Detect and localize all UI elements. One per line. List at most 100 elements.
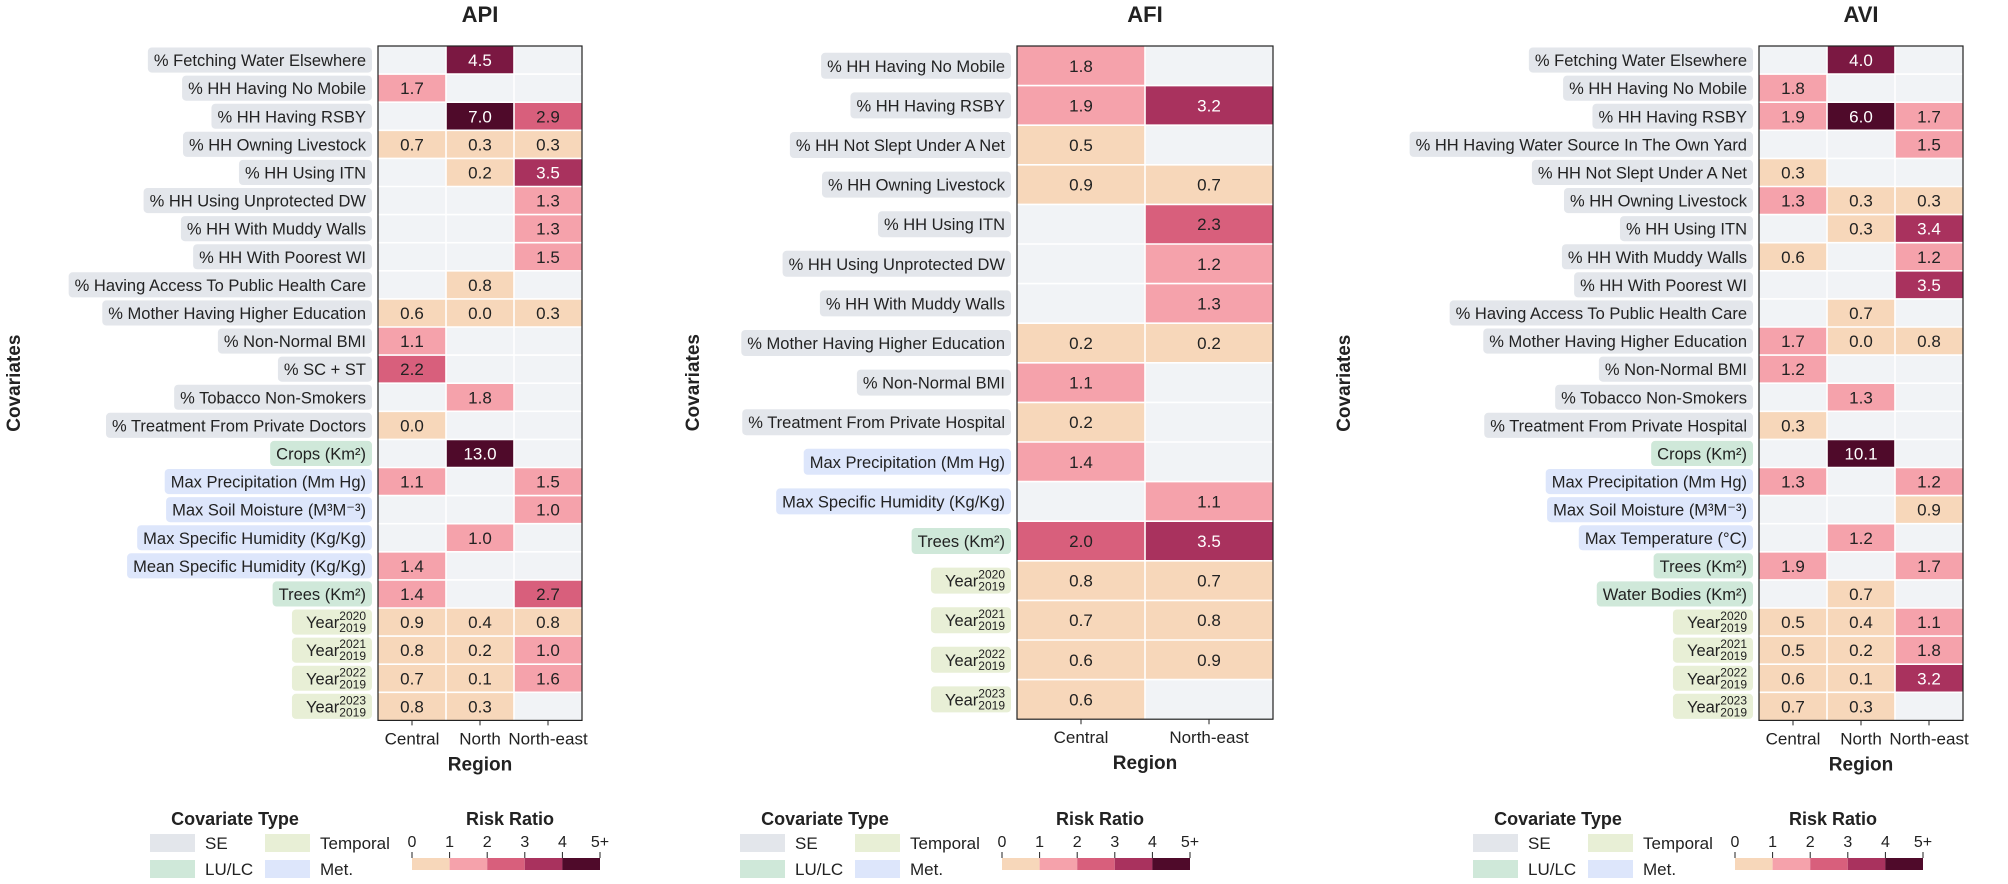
row-label: Year2022 [1687, 665, 1747, 688]
cell-value: 1.3 [1197, 294, 1221, 313]
cell-value: 1.9 [1069, 96, 1093, 115]
cell-value: 1.7 [1917, 107, 1941, 126]
cell-value: 0.0 [468, 304, 492, 323]
covariate-type-pill [930, 686, 1011, 713]
cell-value: 1.8 [1917, 641, 1941, 660]
legend-swatch-se [150, 834, 195, 852]
risk-scale-segment [1039, 858, 1078, 870]
cell-value: 0.3 [1781, 416, 1805, 435]
legend-type-label: Met. [320, 860, 353, 879]
covariate-type-pill [1545, 469, 1753, 495]
covariate-type-pill [291, 665, 372, 691]
legend-type-label: LU/LC [795, 860, 843, 879]
risk-scale-segment-max [1885, 858, 1923, 870]
cell-value: 1.1 [400, 473, 424, 492]
cell-value: 0.7 [400, 135, 424, 154]
cell-value: 3.5 [1197, 532, 1221, 551]
heatmap-cell [514, 130, 582, 159]
risk-scale-segment [1847, 858, 1886, 870]
heatmap-cell [446, 383, 514, 412]
row-label: Year2022 [945, 647, 1005, 670]
cell-value: 1.7 [400, 79, 424, 98]
heatmap-cell [1895, 608, 1963, 637]
heatmap-cell [446, 439, 514, 468]
risk-scale-segment [1810, 858, 1848, 870]
cell-value: 1.3 [536, 192, 560, 211]
legend: Covariate Type SE Temporal LU/LC Met. Risk Ra… [1473, 809, 1932, 879]
heatmap-cell [446, 46, 514, 75]
heatmap-cell [378, 579, 446, 608]
row-label: % HH With Muddy Walls [826, 295, 1005, 313]
x-tick-label: North [459, 729, 501, 748]
chart-title: AFI [1127, 2, 1162, 27]
x-tick-label: Central [385, 729, 440, 748]
cell-value: 0.3 [1781, 163, 1805, 182]
row-label: % HH Having Water Source In The Own Yard [1416, 136, 1747, 154]
cell-value: 0.3 [536, 304, 560, 323]
row-label: % HH Having No Mobile [827, 58, 1005, 76]
covariate-type-pill [1561, 244, 1753, 270]
cell-value: 1.3 [1781, 192, 1805, 211]
cell-value: 0.6 [400, 304, 424, 323]
cell-value: 0.3 [1917, 192, 1941, 211]
row-label-subscript: 2019 [1720, 649, 1747, 663]
y-axis-label: Covariates [4, 335, 25, 432]
covariate-type-pill [68, 272, 372, 298]
cell-value: 1.9 [1781, 107, 1805, 126]
row-label: % Tobacco Non-Smokers [1561, 389, 1747, 407]
cell-value: 1.8 [1069, 57, 1093, 76]
heatmap-cell [378, 74, 446, 103]
row-label-subscript: 2019 [978, 619, 1005, 633]
covariate-type-pill [850, 92, 1011, 119]
heatmap-cell [1827, 186, 1895, 215]
heatmap-cell [446, 270, 514, 299]
heatmap-cell [1759, 186, 1827, 215]
heatmap-cell [1827, 327, 1895, 356]
heatmap-cell [1017, 125, 1145, 165]
row-label: Mean Specific Humidity (Kg/Kg) [133, 558, 366, 576]
heatmap-cell [1895, 636, 1963, 665]
heatmap-cell [1017, 442, 1145, 482]
heatmap-cell [378, 411, 446, 440]
row-label: % HH Using ITN [245, 164, 366, 182]
risk-tick-label: 5+ [591, 834, 609, 851]
cell-value: 0.8 [1917, 332, 1941, 351]
cell-value: 0.7 [1069, 611, 1093, 630]
legend-swatch-temporal [265, 834, 310, 852]
cell-value: 1.3 [1849, 388, 1873, 407]
row-label: Year2023 [1687, 693, 1747, 716]
heatmap-cell [1827, 46, 1895, 75]
risk-scale-segment [1002, 858, 1040, 870]
heatmap-cell [1895, 130, 1963, 159]
heatmap-cell [446, 608, 514, 637]
heatmap-cell [1895, 551, 1963, 580]
heatmap-cell [378, 608, 446, 637]
cell-value: 10.1 [1844, 444, 1877, 463]
heatmap-cell [1827, 523, 1895, 552]
covariate-type-pill [1578, 525, 1753, 551]
row-label: % HH Not Slept Under A Net [1538, 164, 1748, 182]
risk-scale-segment [412, 858, 450, 870]
covariate-type-pill [127, 553, 372, 579]
heatmap-cell [1017, 164, 1145, 205]
risk-scale-segment [1772, 858, 1811, 870]
risk-scale-segment-max [1152, 858, 1190, 870]
heatmap-cell [1017, 560, 1145, 601]
heatmap-cell [446, 158, 514, 187]
row-label: % HH With Muddy Walls [187, 221, 366, 239]
covariate-type-pill [1483, 328, 1753, 354]
heatmap-cell [1759, 355, 1827, 384]
row-label: Year2021 [306, 637, 366, 660]
row-label: % HH Owning Livestock [189, 136, 367, 154]
cell-value: 1.7 [1917, 557, 1941, 576]
heatmap-cell [1827, 579, 1895, 608]
covariate-type-pill [1598, 356, 1753, 382]
covariate-type-pill [137, 525, 372, 551]
y-axis-label: Covariates [1334, 335, 1355, 432]
heatmap-cell [378, 692, 446, 721]
heatmap-cell [1895, 495, 1963, 524]
covariate-type-pill [930, 646, 1011, 673]
heatmap-cell [514, 214, 582, 243]
row-label: Year2021 [1687, 637, 1747, 660]
legend-type-title: Covariate Type [171, 809, 299, 829]
